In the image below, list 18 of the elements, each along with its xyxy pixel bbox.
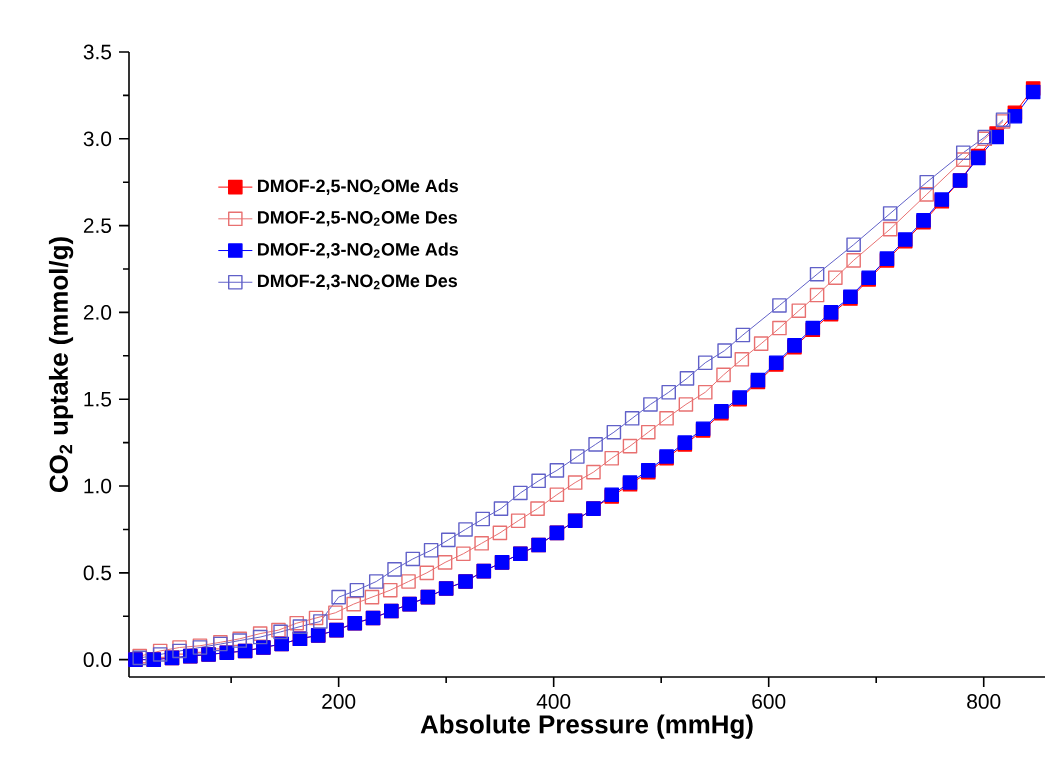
x-tick-label: 400	[536, 694, 571, 709]
legend-label: DMOF-2,5-NO$_{2}$OMe Ads	[258, 179, 458, 195]
y-axis-title: CO$_{2}$ uptake (mmol/g)	[48, 237, 74, 493]
legend-label: DMOF-2,3-NO$_{2}$OMe Des	[258, 274, 458, 290]
x-tick-label: 200	[322, 694, 356, 709]
y-tick-label: 0.0	[83, 652, 112, 668]
y-tick-label: 3.0	[83, 131, 112, 147]
y-tick-label: 1.0	[84, 478, 112, 494]
legend-label: DMOF-2,3-NO$_{2}$OMe Ads	[258, 242, 458, 259]
y-tick-label: 2.5	[83, 218, 112, 234]
y-tick-label: 2.0	[83, 305, 112, 320]
y-tick-label: 3.5	[83, 44, 112, 60]
x-tick-label: 600	[752, 694, 786, 709]
y-tick-label: 1.5	[84, 391, 112, 407]
y-tick-label: 0.5	[83, 565, 112, 581]
x-tick-label: 800	[967, 694, 1001, 709]
legend-label: DMOF-2,5-NO$_{2}$OMe Des	[258, 211, 458, 227]
x-axis-title: Absolute Pressure (mmHg)	[420, 714, 753, 739]
